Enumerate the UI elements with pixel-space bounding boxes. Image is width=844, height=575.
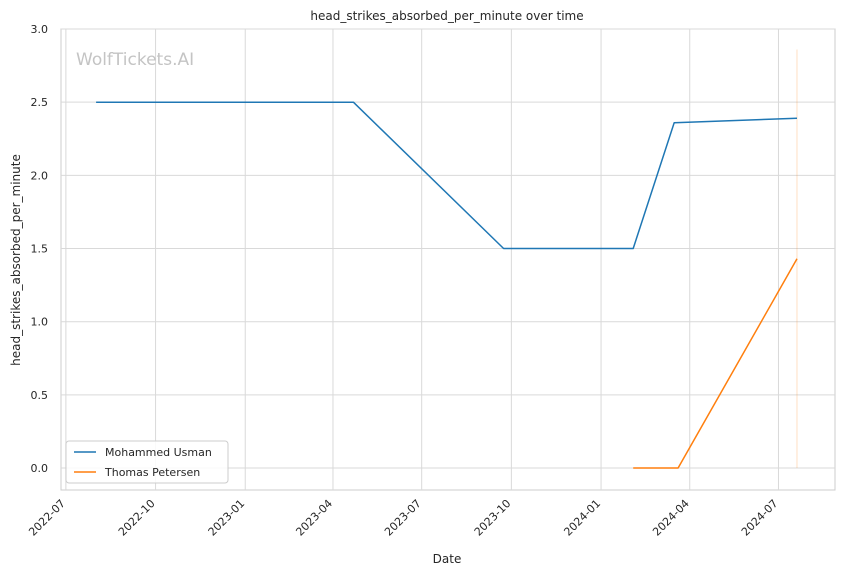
plot-frame <box>60 28 836 491</box>
x-tick-label: 2022-10 <box>116 497 158 539</box>
plot-area: 0.0 0.5 1.0 1.5 2.0 2.5 3.0 2022-07 2022-10 2023-… <box>26 23 836 539</box>
x-tick-label: 2024-04 <box>650 497 692 539</box>
x-tick-label: 2024-01 <box>561 497 603 539</box>
y-tick-label: 3.0 <box>31 23 49 36</box>
y-tick-label: 1.0 <box>31 316 49 329</box>
y-tick-label: 2.5 <box>31 96 49 109</box>
chart-title: head_strikes_absorbed_per_minute over ti… <box>310 9 583 23</box>
x-tick-label: 2023-10 <box>472 497 514 539</box>
y-tick-label: 1.5 <box>31 243 49 256</box>
series-line-0 <box>96 101 798 250</box>
x-axis-label: Date <box>433 552 462 566</box>
y-axis-label: head_strikes_absorbed_per_minute <box>9 154 23 366</box>
legend-label: Thomas Petersen <box>104 466 200 479</box>
x-tick-label: 2024-07 <box>739 497 781 539</box>
x-tick-label: 2023-01 <box>206 497 248 539</box>
x-tick-label: 2023-04 <box>293 497 335 539</box>
watermark-text: WolfTickets.AI <box>76 50 194 70</box>
x-tick-label: 2022-07 <box>26 497 68 539</box>
series-line-1 <box>633 258 798 469</box>
legend-box <box>65 440 229 484</box>
y-tick-label: 0.5 <box>31 389 49 402</box>
x-tick-label: 2023-07 <box>382 497 424 539</box>
y-tick-label: 2.0 <box>31 169 49 182</box>
legend-label: Mohammed Usman <box>105 446 212 459</box>
y-tick-label: 0.0 <box>31 462 49 475</box>
